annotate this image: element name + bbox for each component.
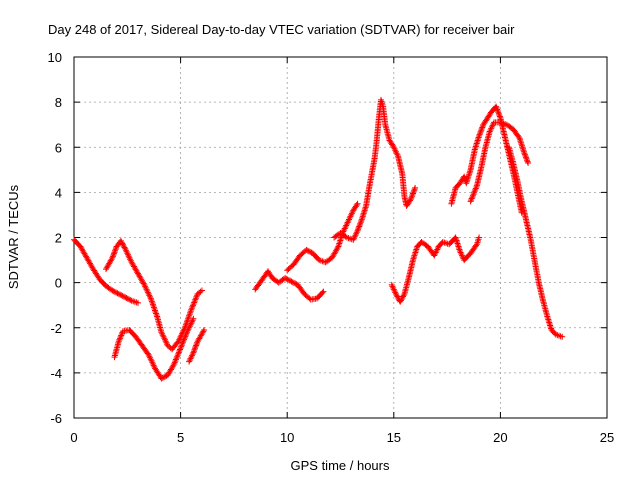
y-tick-label: -6 bbox=[50, 411, 62, 426]
marker-trace bbox=[467, 119, 532, 205]
series-arc-4 bbox=[186, 327, 208, 365]
marker-trace bbox=[186, 327, 208, 365]
y-tick-label: -2 bbox=[50, 321, 62, 336]
data-marks bbox=[71, 96, 566, 382]
y-tick-label: 10 bbox=[48, 50, 62, 65]
y-tick-label: 2 bbox=[55, 231, 62, 246]
x-tick-label: 0 bbox=[70, 430, 77, 445]
marker-trace bbox=[71, 236, 141, 306]
series-arc-1 bbox=[71, 236, 141, 306]
series-arc-10 bbox=[467, 119, 532, 205]
y-tick-label: 0 bbox=[55, 276, 62, 291]
axis-ticks bbox=[73, 56, 608, 419]
x-tick-label: 10 bbox=[280, 430, 294, 445]
x-tick-label: 25 bbox=[600, 430, 614, 445]
marker-trace bbox=[505, 144, 566, 340]
series-arc-6 bbox=[284, 200, 361, 274]
x-tick-label: 15 bbox=[387, 430, 401, 445]
marker-trace bbox=[388, 234, 483, 305]
marker-trace bbox=[103, 237, 205, 353]
y-tick-label: 6 bbox=[55, 140, 62, 155]
series-arc-2 bbox=[103, 237, 205, 353]
chart-title: Day 248 of 2017, Sidereal Day-to-day VTE… bbox=[48, 22, 515, 37]
series-arc-11 bbox=[505, 144, 566, 340]
x-tick-labels: 0 5 10 15 20 25 bbox=[70, 430, 614, 445]
y-tick-label: -4 bbox=[50, 366, 62, 381]
series-arc-3 bbox=[111, 315, 197, 382]
y-tick-label: 4 bbox=[55, 185, 62, 200]
marker-trace bbox=[252, 268, 327, 303]
marker-trace bbox=[284, 200, 361, 274]
y-tick-label: 8 bbox=[55, 95, 62, 110]
x-tick-label: 20 bbox=[493, 430, 507, 445]
marker-trace bbox=[111, 315, 197, 382]
y-axis-label: SDTVAR / TECUs bbox=[6, 184, 21, 289]
marker-trace bbox=[331, 96, 419, 243]
x-axis-label: GPS time / hours bbox=[291, 458, 390, 473]
y-tick-labels: -6 -4 -2 0 2 4 6 8 10 bbox=[48, 50, 62, 426]
series-arc-5 bbox=[252, 268, 327, 303]
series-arc-8 bbox=[388, 234, 483, 305]
x-tick-label: 5 bbox=[177, 430, 184, 445]
series-arc-7 bbox=[331, 96, 419, 243]
